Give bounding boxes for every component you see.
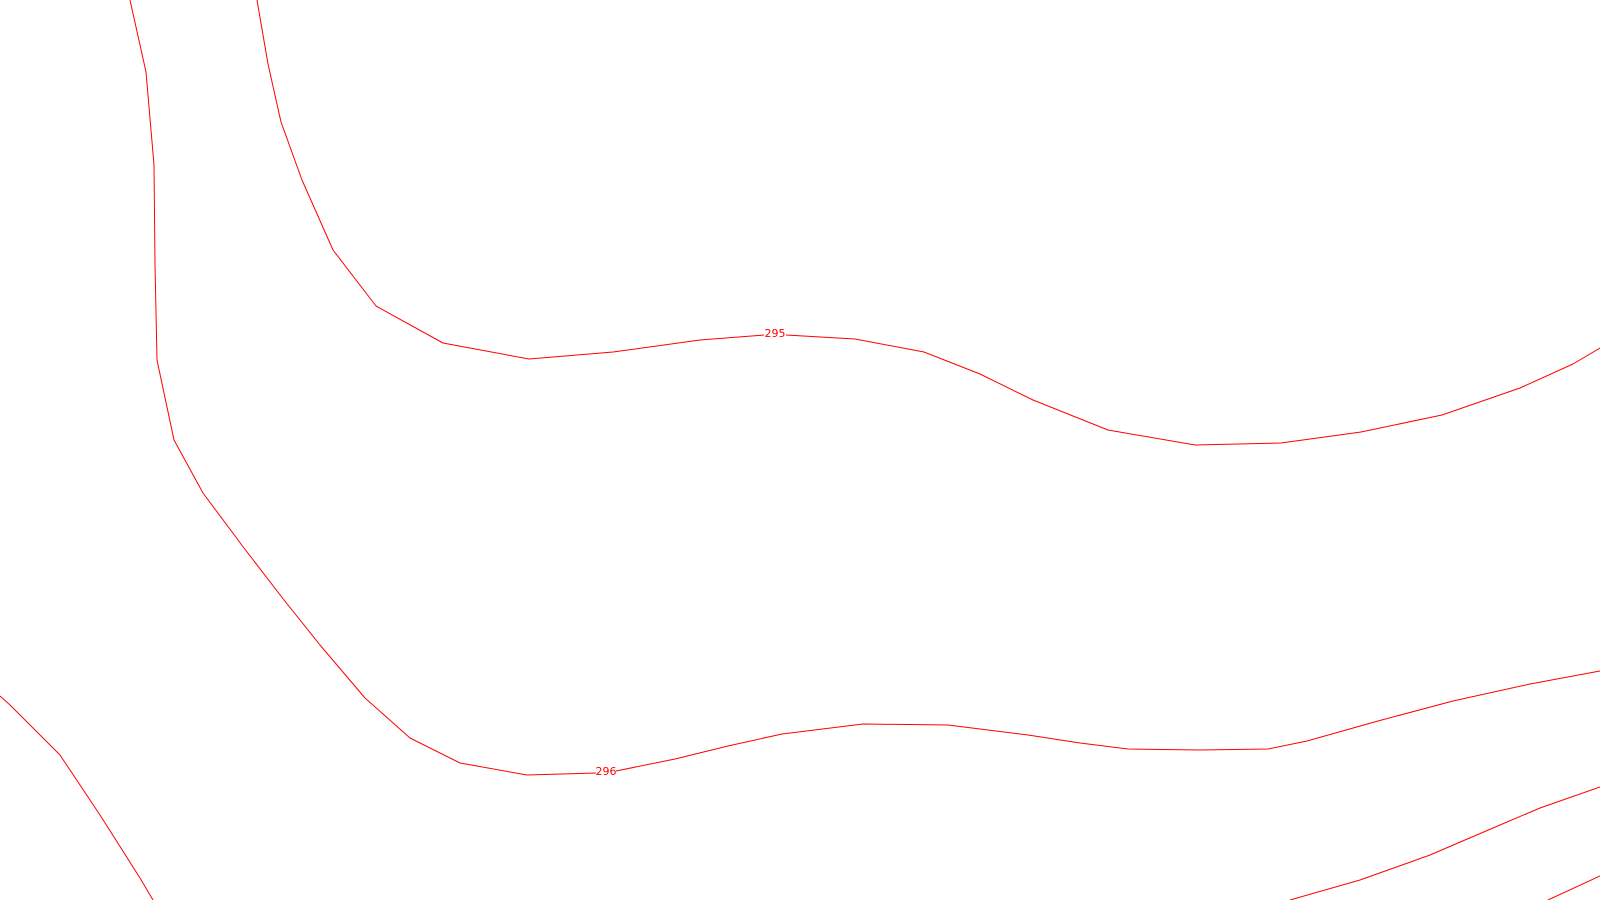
contour-line-bottom-right-a [1289,786,1600,900]
contour-label-295: 295 [765,327,786,340]
contour-line-bottom-right-b [1547,875,1600,900]
contour-line-295-east [785,334,1600,446]
contour-label-296: 296 [596,765,617,778]
contour-line-296-east [615,670,1600,772]
contour-line-296 [129,0,597,776]
contour-line-295 [256,0,765,360]
contour-line-bottom-left [0,695,154,900]
